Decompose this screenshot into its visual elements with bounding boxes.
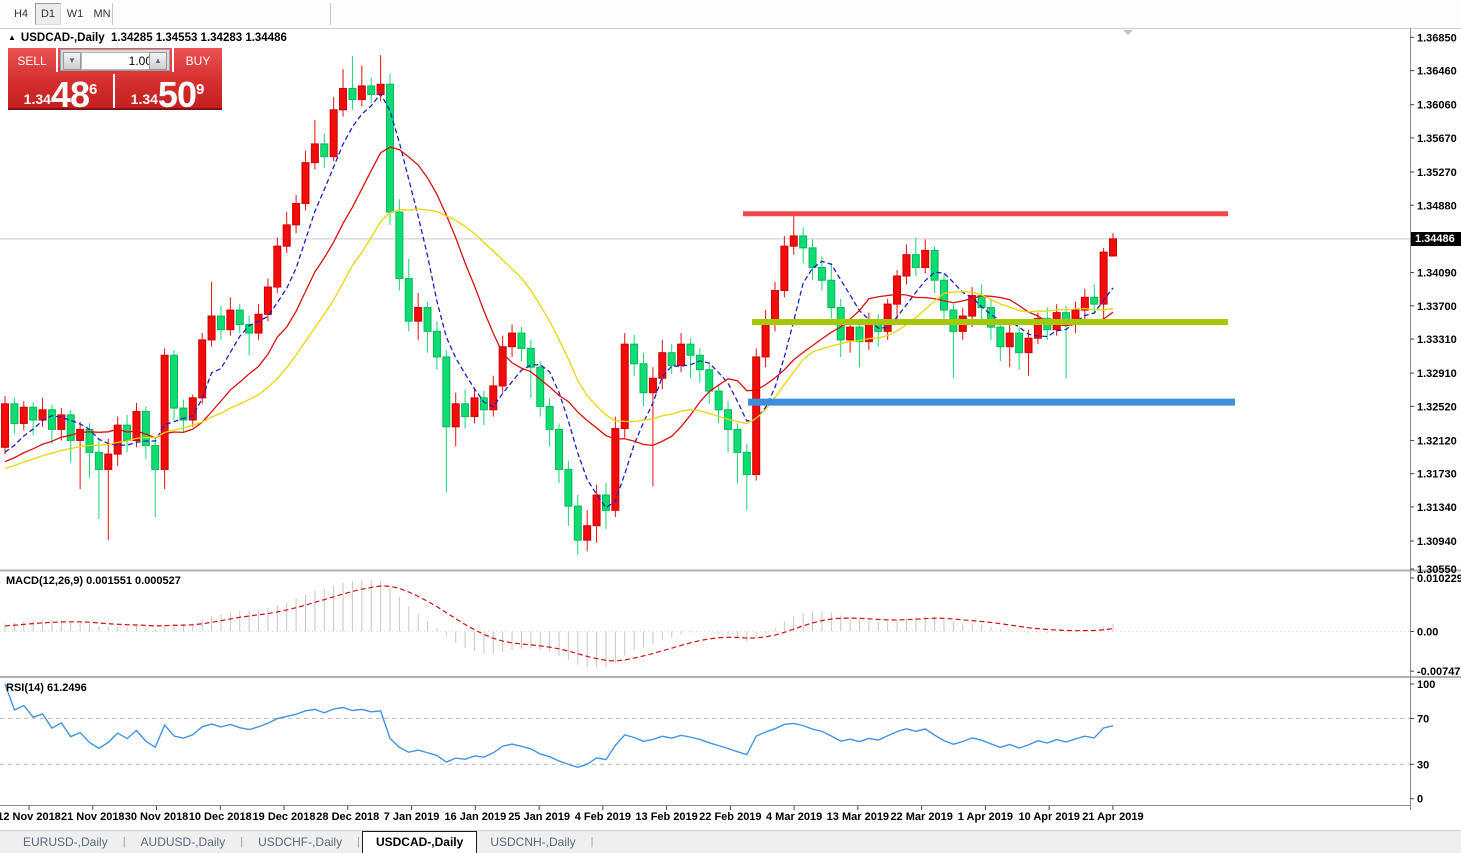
date-axis-label: 28 Dec 2018: [316, 811, 379, 823]
rsi-axis-label: 100: [1417, 679, 1435, 691]
price-axis-label: 1.32520: [1417, 401, 1457, 413]
timeframe-button-w1[interactable]: W1: [66, 8, 84, 20]
toolbar-separator: [112, 3, 113, 25]
date-axis-label: 4 Feb 2019: [575, 811, 631, 823]
price-axis-label: 1.30550: [1417, 564, 1457, 576]
sell-price-display[interactable]: 1.34486: [8, 74, 115, 115]
rsi-axis-label: 0: [1417, 794, 1423, 806]
moving-average-fast: [4, 92, 1114, 509]
quote-ohlc: 1.34285 1.34553 1.34283 1.34486: [111, 32, 287, 44]
timeframe-toolbar: H4 D1 W1 MN: [0, 0, 1461, 29]
date-axis-label: 19 Dec 2018: [253, 811, 316, 823]
macd-signal-line: [4, 585, 1114, 662]
price-axis-label: 1.33700: [1417, 301, 1457, 313]
volume-input[interactable]: 1.00: [81, 52, 157, 70]
date-axis-label: 21 Nov 2018: [61, 811, 125, 823]
date-axis-label: 13 Feb 2019: [635, 811, 697, 823]
macd-indicator-label: MACD(12,26,9) 0.001551 0.000527: [6, 575, 181, 587]
date-axis-label: 22 Mar 2019: [890, 811, 952, 823]
macd-histogram: [4, 580, 1114, 668]
buy-button[interactable]: BUY: [172, 48, 222, 72]
price-axis-label: 1.31340: [1417, 502, 1457, 514]
date-axis-label: 10 Dec 2018: [189, 811, 252, 823]
price-axis-label: 1.36460: [1417, 66, 1457, 78]
date-axis-label: 22 Feb 2019: [699, 811, 761, 823]
tab-separator: |: [590, 836, 594, 848]
rsi-line: [4, 683, 1114, 768]
volume-increase-icon[interactable]: ▲: [149, 52, 167, 70]
moving-average-medium: [4, 146, 1114, 463]
price-axis-label: 1.32910: [1417, 368, 1457, 380]
price-axis-label: 1.33310: [1417, 334, 1457, 346]
current-price-badge: 1.34486: [1411, 232, 1461, 246]
price-axis-label: 1.35270: [1417, 167, 1457, 179]
chart-shift-marker-icon: [1123, 30, 1133, 35]
date-axis-label: 30 Nov 2018: [125, 811, 189, 823]
chart-tab-eurusd[interactable]: EURUSD-,Daily: [23, 835, 108, 849]
timeframe-button-h4[interactable]: H4: [13, 8, 29, 20]
chart-tab-usdchf[interactable]: USDCHF-,Daily: [258, 835, 343, 849]
symbol-title: USDCAD-,Daily: [20, 32, 105, 44]
price-axis-label: 1.34880: [1417, 200, 1457, 212]
tab-separator: |: [357, 836, 360, 848]
date-axis-label: 1 Apr 2019: [958, 811, 1013, 823]
date-axis-label: 10 Apr 2019: [1018, 811, 1079, 823]
buy-price-display[interactable]: 1.34509: [115, 74, 220, 115]
collapse-panel-icon[interactable]: ▲: [8, 33, 16, 42]
tab-separator: |: [122, 836, 126, 848]
macd-axis-label: -0.007477: [1417, 666, 1461, 678]
date-axis-label: 25 Jan 2019: [508, 811, 570, 823]
chart-tabs-bar: EURUSD-,Daily | AUDUSD-,Daily | USDCHF-,Dail…: [0, 830, 1461, 853]
quote-line: ▲ USDCAD-,Daily 1.34285 1.34553 1.34283 1…: [8, 32, 287, 44]
buy-price-big: 50: [157, 74, 197, 115]
price-axis-label: 1.36060: [1417, 100, 1457, 112]
rsi-indicator-label: RSI(14) 61.2496: [6, 682, 87, 694]
buy-price-prefix: 1.34: [130, 91, 158, 107]
volume-spinner: ▼ 1.00 ▲: [60, 49, 170, 71]
sell-price-prefix: 1.34: [23, 91, 51, 107]
price-axis-label: 1.36850: [1417, 32, 1457, 44]
rsi-axis-label: 30: [1417, 759, 1429, 771]
macd-axis-label: 0.00: [1417, 627, 1438, 639]
one-click-trading-panel: SELL ▼ 1.00 ▲ BUY 1.34486 1.34509: [8, 48, 222, 115]
macd-axis-label: 0.010229: [1417, 573, 1461, 585]
sell-price-big: 48: [50, 74, 90, 115]
chart-canvas: 1.36850 1.36460 1.36060 1.35670 1.35270 1.348…: [0, 28, 1461, 823]
moving-average-slow: [4, 208, 1114, 470]
sell-price-sup: 6: [88, 81, 98, 99]
date-axis-label: 12 Nov 2018: [0, 811, 61, 823]
chart-tab-usdcnh[interactable]: USDCNH-,Daily: [490, 835, 576, 849]
sell-button[interactable]: SELL: [8, 48, 58, 72]
timeframe-button-d1[interactable]: D1: [35, 3, 61, 25]
chart-tab-usdcad[interactable]: USDCAD-,Daily: [361, 831, 478, 853]
date-axis-label: 7 Jan 2019: [384, 811, 440, 823]
price-axis-label: 1.30940: [1417, 536, 1457, 548]
tab-separator: |: [240, 836, 244, 848]
date-axis-label: 4 Mar 2019: [766, 811, 822, 823]
price-axis-label: 1.34090: [1417, 268, 1457, 280]
date-axis-label: 13 Mar 2019: [827, 811, 889, 823]
buy-price-sup: 9: [195, 81, 205, 99]
price-axis-label: 1.35670: [1417, 133, 1457, 145]
date-axis-label: 16 Jan 2019: [444, 811, 506, 823]
price-axis-label: 1.31730: [1417, 469, 1457, 481]
chart-tab-audusd[interactable]: AUDUSD-,Daily: [140, 835, 226, 849]
date-axis-label: 21 Apr 2019: [1082, 811, 1143, 823]
volume-decrease-icon[interactable]: ▼: [63, 52, 81, 70]
toolbar-separator: [330, 3, 331, 25]
candlestick-series: [1, 55, 1118, 555]
rsi-axis-label: 70: [1417, 713, 1429, 725]
price-axis-label: 1.32120: [1417, 435, 1457, 447]
timeframe-button-mn[interactable]: MN: [93, 8, 111, 20]
